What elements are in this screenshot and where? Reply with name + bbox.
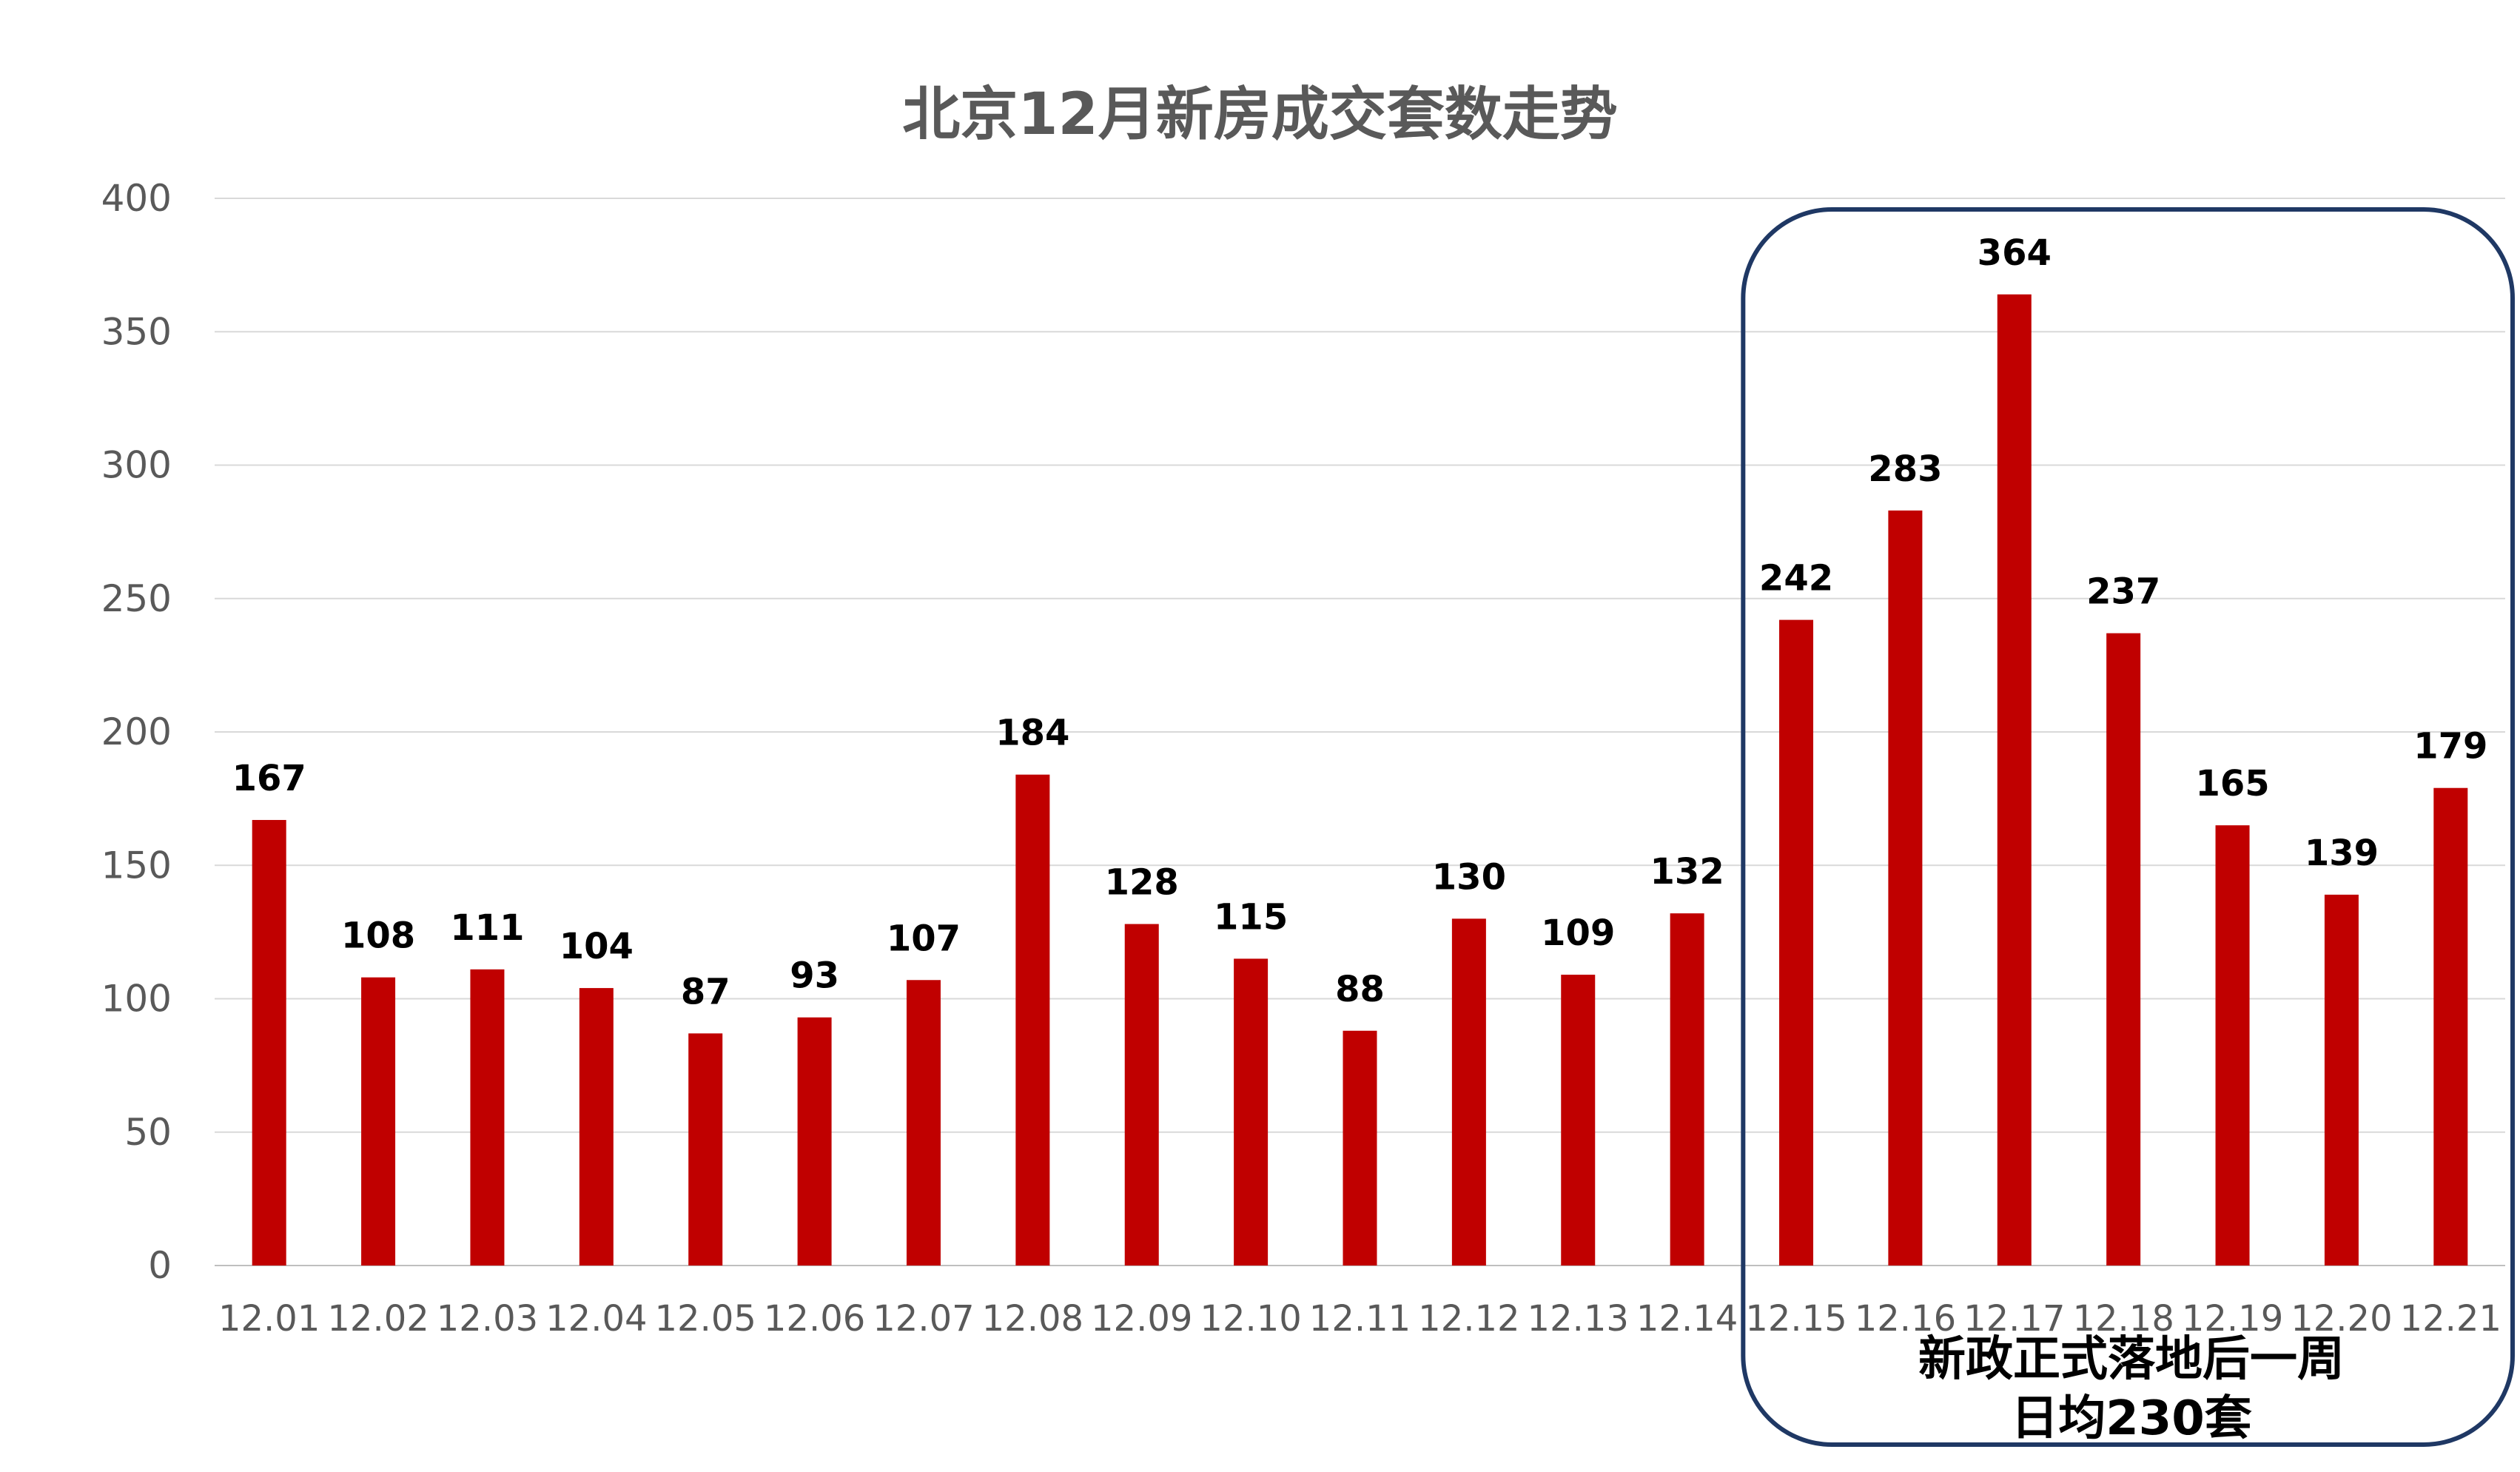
x-tick-label: 12.13 <box>1528 1298 1629 1340</box>
bar <box>470 969 505 1266</box>
y-tick-label: 50 <box>124 1111 172 1154</box>
x-tick-label: 12.07 <box>873 1298 974 1340</box>
x-tick-label: 12.15 <box>1745 1298 1847 1340</box>
annotation-line-2: 日均230套 <box>2011 1391 2252 1446</box>
y-tick-label: 100 <box>101 978 172 1021</box>
bar <box>2106 633 2141 1266</box>
data-label: 242 <box>1759 558 1833 599</box>
bar <box>2215 825 2250 1266</box>
x-tick-label: 12.10 <box>1200 1298 1301 1340</box>
x-tick-label: 12.09 <box>1091 1298 1192 1340</box>
y-tick-label: 250 <box>101 577 172 620</box>
data-label: 184 <box>995 713 1069 754</box>
x-tick-label: 12.18 <box>2072 1298 2174 1340</box>
x-tick-label: 12.05 <box>655 1298 756 1340</box>
y-axis-ticks: 0 50 100 150 200 250 300 350 400 <box>101 177 172 1287</box>
data-label: 88 <box>1335 969 1385 1010</box>
x-tick-label: 12.19 <box>2182 1298 2283 1340</box>
data-label: 109 <box>1541 913 1615 954</box>
y-tick-label: 350 <box>101 310 172 353</box>
data-labels: 167 108 111 104 87 93 107 184 128 115 88 130 109 132 2… <box>232 232 2488 1013</box>
y-tick-label: 300 <box>101 444 172 487</box>
x-tick-label: 12.20 <box>2291 1298 2392 1340</box>
bars <box>252 294 2468 1266</box>
bar <box>1234 958 1269 1266</box>
bar <box>797 1017 832 1266</box>
bar <box>1997 294 2032 1266</box>
x-tick-label: 12.17 <box>1963 1298 2065 1340</box>
data-label: 108 <box>341 915 415 957</box>
data-label: 87 <box>681 971 730 1012</box>
x-tick-label: 12.06 <box>764 1298 865 1340</box>
data-label: 128 <box>1105 862 1179 904</box>
bar <box>1779 619 1814 1266</box>
highlight-box <box>1741 207 2515 1447</box>
x-tick-label: 12.12 <box>1418 1298 1519 1340</box>
bar <box>1561 975 1596 1266</box>
data-label: 132 <box>1650 851 1724 893</box>
y-tick-label: 150 <box>101 844 172 887</box>
bar <box>906 980 941 1266</box>
data-label: 104 <box>560 926 634 967</box>
chart-title: 北京12月新房成交套数走势 <box>902 81 1618 148</box>
x-axis-ticks: 12.01 12.02 12.03 12.04 12.05 12.06 12.07 12.08… <box>218 1298 2501 1340</box>
bar <box>1670 913 1704 1266</box>
bar <box>1888 510 1923 1266</box>
x-tick-label: 12.03 <box>437 1298 538 1340</box>
bar <box>2433 787 2468 1266</box>
data-label: 115 <box>1214 896 1288 938</box>
x-tick-label: 12.14 <box>1636 1298 1738 1340</box>
data-label: 93 <box>790 955 839 997</box>
x-tick-label: 12.21 <box>2400 1298 2501 1340</box>
bar <box>688 1033 723 1266</box>
bar <box>361 977 396 1266</box>
bar <box>1451 918 1486 1266</box>
data-label: 111 <box>450 907 524 949</box>
bar <box>1015 774 1050 1266</box>
data-label: 364 <box>1978 232 2052 274</box>
x-tick-label: 12.01 <box>218 1298 320 1340</box>
bar <box>1343 1030 1377 1266</box>
x-tick-label: 12.02 <box>327 1298 429 1340</box>
bar <box>1124 924 1159 1266</box>
data-label: 139 <box>2305 833 2379 874</box>
data-label: 237 <box>2086 571 2160 613</box>
y-tick-label: 0 <box>148 1244 172 1287</box>
data-label: 107 <box>887 918 961 959</box>
data-label: 165 <box>2195 763 2269 804</box>
y-tick-label: 200 <box>101 710 172 753</box>
data-label: 130 <box>1432 856 1506 898</box>
data-label: 179 <box>2413 726 2487 767</box>
x-tick-label: 12.16 <box>1855 1298 1956 1340</box>
y-tick-label: 400 <box>101 177 172 220</box>
x-tick-label: 12.11 <box>1309 1298 1411 1340</box>
bar <box>579 988 614 1266</box>
data-label: 167 <box>232 758 306 799</box>
x-tick-label: 12.04 <box>545 1298 647 1340</box>
data-label: 283 <box>1868 448 1942 490</box>
bar <box>252 819 286 1266</box>
x-tick-label: 12.08 <box>982 1298 1083 1340</box>
bar <box>2324 894 2359 1266</box>
annotation-line-1: 新政正式落地后一周 <box>1918 1332 2345 1387</box>
